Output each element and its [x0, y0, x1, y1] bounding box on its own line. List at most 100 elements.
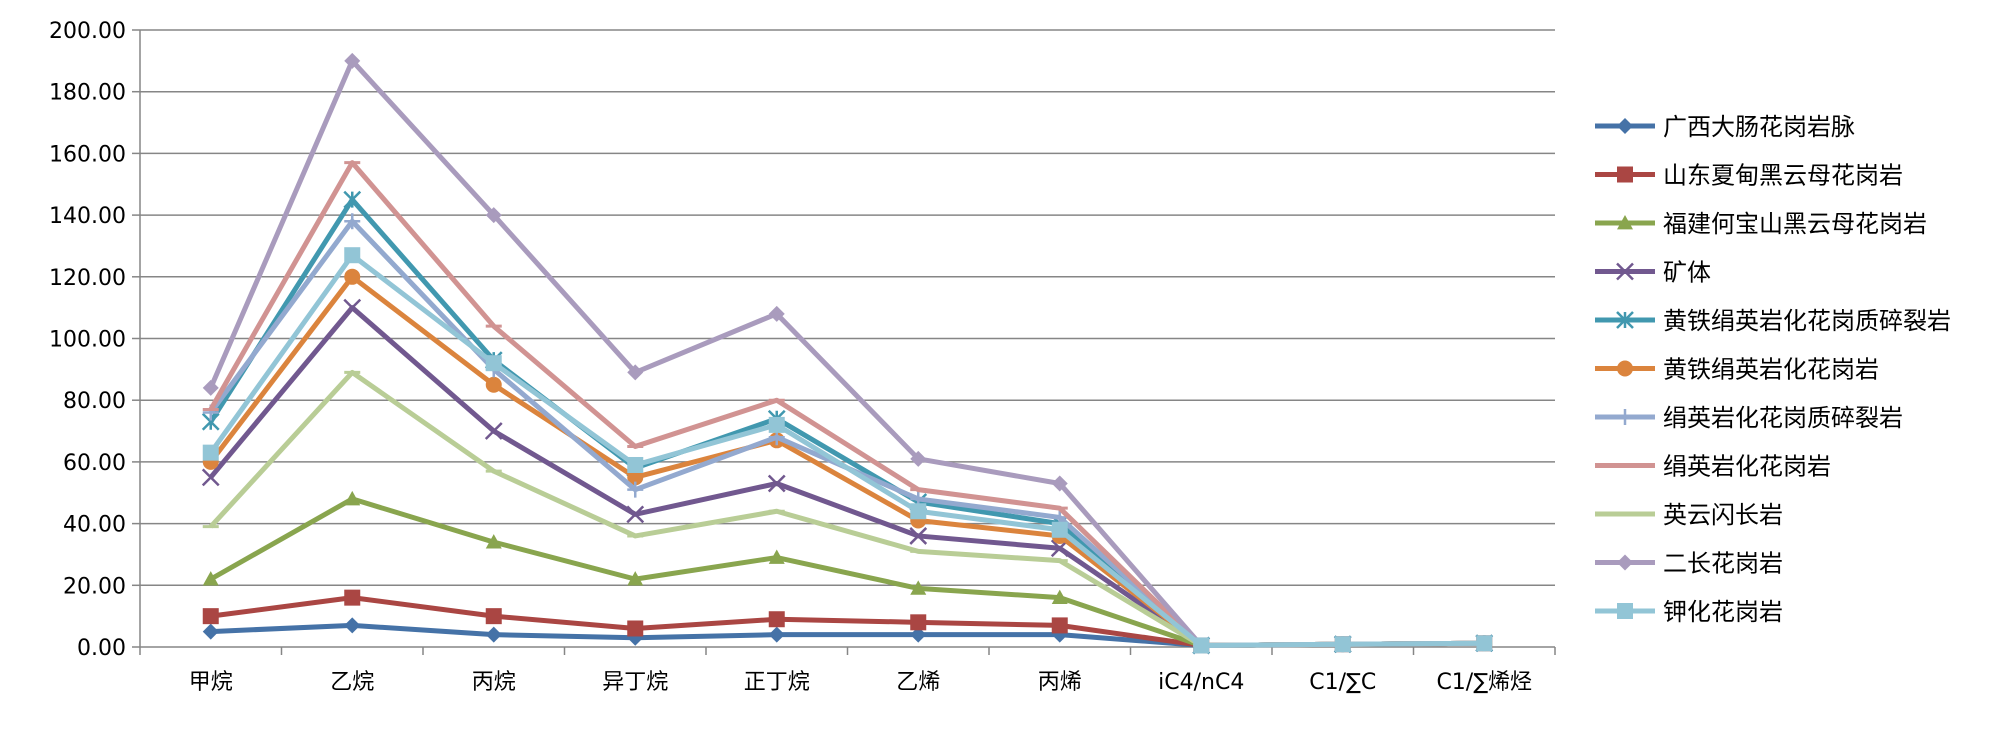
legend-marker	[1617, 409, 1633, 425]
data-point	[768, 611, 785, 628]
x-axis-ticks: 甲烷 乙烷 丙烷 异丁烷 正丁烷 乙烯 丙烯 iC4/nC4 C1/∑C C1/∑烯烃	[189, 670, 1532, 695]
data-point	[910, 450, 927, 467]
data-point	[201, 468, 220, 487]
legend-item: 绢英岩化花岗质碎裂岩	[1595, 404, 1903, 432]
series-4	[201, 298, 1494, 655]
data-point	[768, 416, 785, 433]
data-point	[768, 549, 785, 564]
y-axis-ticks: 0.00 20.00 40.00 60.00 80.00 100.00 120.00 140.…	[49, 19, 126, 661]
legend-label: 矿体	[1663, 259, 1711, 287]
legend-label: 福建何宝山黑云母花岗岩	[1663, 210, 1927, 238]
data-point	[202, 623, 219, 640]
legend-item: 黄铁绢英岩化花岗质碎裂岩	[1595, 307, 1951, 335]
legend-item: 绢英岩化花岗岩	[1595, 453, 1831, 481]
legend-marker	[1617, 215, 1633, 230]
data-point	[485, 626, 502, 643]
legend-item: 矿体	[1595, 259, 1711, 287]
series-line	[208, 218, 1485, 648]
x-tick-label: 甲烷	[189, 670, 233, 695]
legend-label: 黄铁绢英岩化花岗质碎裂岩	[1663, 307, 1951, 335]
legend-marker	[1617, 166, 1633, 183]
data-point	[344, 247, 361, 264]
data-point	[909, 527, 928, 545]
legend-label: 黄铁绢英岩化花岗岩	[1663, 356, 1879, 384]
x-tick-label: 正丁烷	[744, 670, 810, 695]
data-point	[344, 268, 361, 285]
series-5	[201, 190, 1494, 655]
legend-marker	[1617, 554, 1633, 571]
data-point	[485, 355, 502, 372]
legend-label: 绢英岩化花岗岩	[1663, 453, 1831, 481]
data-point	[627, 364, 644, 381]
data-point	[344, 52, 361, 69]
series-11	[202, 247, 1493, 654]
gridlines	[140, 29, 1555, 587]
y-tick-label: 200.00	[49, 19, 126, 44]
legend-label: 绢英岩化花岗质碎裂岩	[1663, 404, 1903, 432]
x-tick-label: C1/∑C	[1309, 670, 1376, 695]
data-point	[344, 213, 361, 230]
data-point	[910, 626, 927, 643]
y-tick-label: 60.00	[63, 451, 126, 476]
y-tick-label: 180.00	[49, 81, 126, 106]
legend: 广西大肠花岗岩脉山东夏甸黑云母花岗岩福建何宝山黑云母花岗岩矿体黄铁绢英岩化花岗质…	[1595, 113, 1951, 626]
legend-marker	[1616, 262, 1634, 281]
axes	[132, 29, 1556, 655]
y-tick-label: 160.00	[49, 142, 126, 167]
y-tick-label: 20.00	[63, 574, 126, 599]
series-group	[201, 52, 1494, 655]
data-point	[626, 505, 645, 524]
y-tick-label: 120.00	[49, 266, 126, 291]
legend-label: 广西大肠花岗岩脉	[1663, 113, 1855, 141]
legend-label: 山东夏甸黑云母花岗岩	[1663, 162, 1903, 190]
data-point	[202, 571, 219, 586]
legend-item: 二长花岗岩	[1595, 550, 1783, 578]
x-tick-label: 乙烷	[330, 670, 374, 695]
data-point	[768, 305, 785, 322]
data-point	[910, 503, 927, 520]
data-point	[627, 456, 644, 473]
series-line	[208, 197, 1485, 648]
x-tick-label: 丙烯	[1038, 670, 1082, 695]
data-point	[485, 534, 502, 549]
data-point	[344, 490, 361, 506]
legend-label: 二长花岗岩	[1663, 550, 1783, 578]
data-point	[1051, 521, 1068, 538]
data-point	[1476, 635, 1493, 652]
series-line	[208, 252, 1485, 648]
data-point	[627, 620, 644, 637]
data-point	[910, 614, 927, 631]
x-tick-label: C1/∑烯烃	[1436, 670, 1532, 695]
y-tick-label: 100.00	[49, 328, 126, 353]
data-point	[485, 376, 502, 393]
legend-marker	[1617, 118, 1633, 134]
series-7	[202, 213, 1493, 654]
legend-item: 英云闪长岩	[1595, 501, 1783, 529]
data-point	[767, 474, 786, 493]
data-point	[202, 444, 219, 461]
data-point	[910, 580, 927, 595]
data-point	[768, 626, 785, 643]
legend-item: 福建何宝山黑云母花岗岩	[1595, 210, 1927, 238]
legend-item: 山东夏甸黑云母花岗岩	[1595, 162, 1903, 190]
data-point	[1193, 637, 1210, 654]
series-10	[202, 52, 1493, 654]
data-point	[484, 422, 503, 440]
legend-item: 钾化花岗岩	[1595, 598, 1783, 626]
series-line	[208, 305, 1485, 648]
series-line	[209, 496, 1485, 648]
legend-item: 广西大肠花岗岩脉	[1595, 113, 1855, 141]
legend-marker	[1616, 311, 1634, 329]
y-tick-label: 140.00	[49, 204, 126, 229]
data-point	[1051, 589, 1068, 605]
data-point	[485, 207, 502, 224]
y-tick-label: 0.00	[77, 636, 126, 661]
data-point	[202, 379, 219, 396]
series-line	[210, 595, 1485, 648]
data-point	[627, 469, 644, 486]
data-point	[627, 481, 644, 498]
legend-marker	[1617, 360, 1633, 377]
data-point	[202, 608, 219, 625]
x-tick-label: iC4/nC4	[1158, 670, 1244, 695]
